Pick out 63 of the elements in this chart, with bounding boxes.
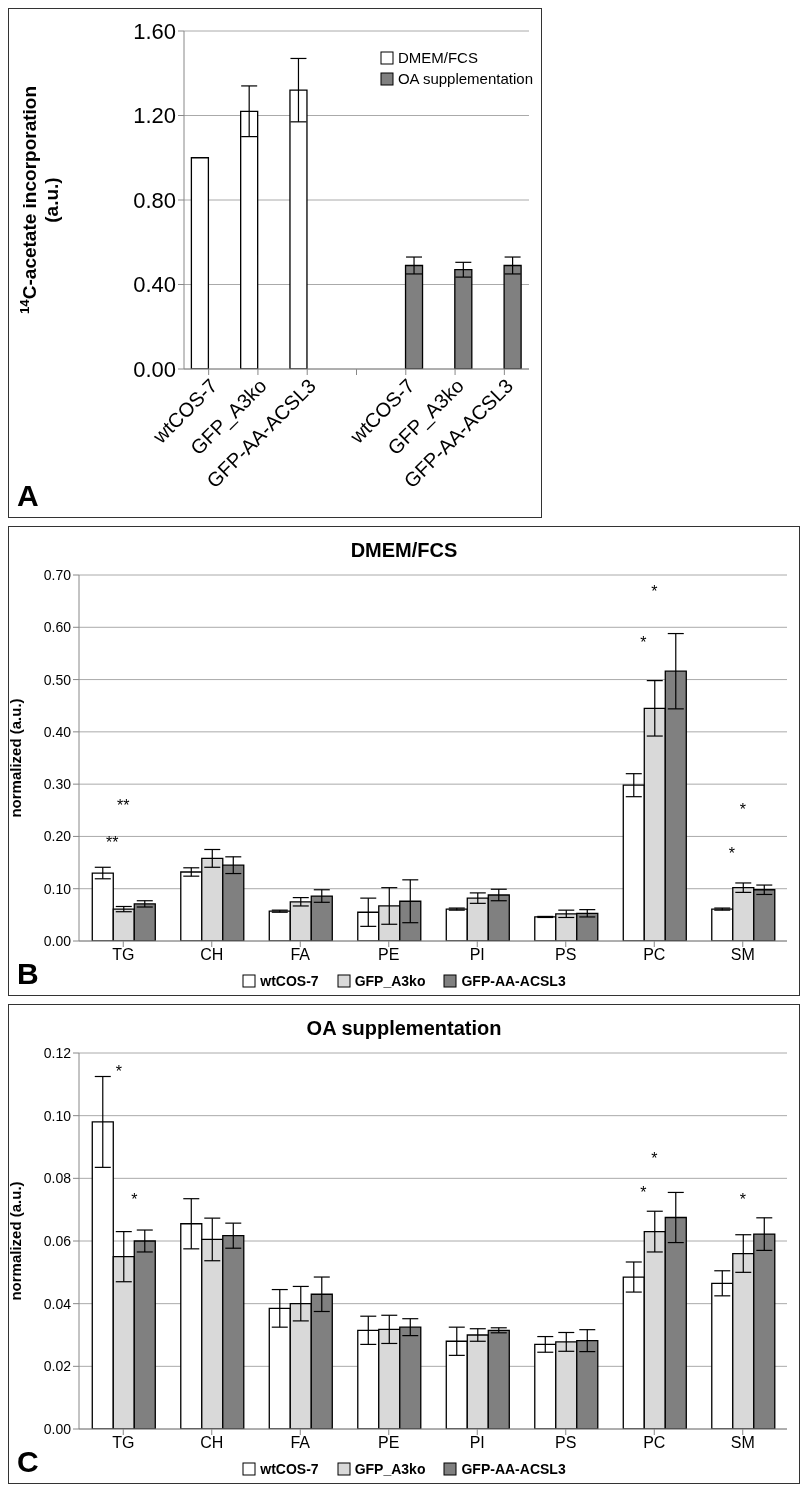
x-tick-label: PE [378, 1434, 400, 1452]
annotation: * [640, 1183, 647, 1201]
y-tick-label: 0.40 [133, 272, 176, 298]
y-tick-label: 0.00 [43, 1420, 72, 1437]
legend-label: wtCOS-7 [260, 1461, 319, 1477]
y-tick-label: 0.00 [133, 356, 176, 382]
bar [190, 157, 210, 369]
annotation: * [131, 1191, 138, 1209]
y-tick-label: 0.08 [43, 1170, 72, 1187]
x-tick-label: TG [112, 1434, 135, 1452]
text: C [17, 1445, 39, 1479]
legend-label: DMEM/FCS [397, 49, 478, 66]
annotation: * [728, 844, 735, 862]
x-tick-label: PE [378, 946, 400, 964]
annotation: * [115, 1063, 122, 1081]
legend-label: GFP-AA-ACSL3 [461, 1461, 566, 1477]
y-tick-label: 0.10 [43, 880, 72, 897]
chart-title: DMEM/FCS [349, 538, 459, 563]
x-tick-label: PI [469, 946, 485, 964]
x-tick-label: FA [290, 946, 311, 964]
y-axis-title: normalized (a.u.) [7, 698, 24, 818]
x-tick-label: SM [730, 1434, 755, 1452]
legend-label: GFP_A3ko [354, 973, 426, 989]
x-tick-label: FA [290, 1434, 311, 1452]
y-tick-label: 1.20 [133, 103, 176, 129]
x-tick-label: CH [200, 1434, 224, 1452]
x-tick-label: PS [555, 1434, 577, 1452]
annotation: * [739, 800, 746, 818]
x-tick-label: PI [469, 1434, 485, 1452]
x-tick-label: SM [730, 946, 755, 964]
y-tick-label: 0.06 [43, 1232, 72, 1249]
y-tick-label: 0.30 [43, 776, 72, 793]
y-tick-label: 0.00 [43, 932, 72, 949]
chart-title: OA supplementation [305, 1016, 503, 1041]
legend-label: wtCOS-7 [260, 973, 319, 989]
annotation: * [640, 634, 647, 652]
y-tick-label: 0.02 [43, 1358, 72, 1375]
x-tick-label: PC [643, 946, 666, 964]
y-tick-label: 0.60 [43, 619, 72, 636]
x-tick-label: TG [112, 946, 135, 964]
x-tick-label: PC [643, 1434, 666, 1452]
y-tick-label: 0.10 [43, 1107, 72, 1124]
annotation: ** [117, 797, 130, 815]
legend-label: OA supplementation [397, 70, 533, 87]
annotation: * [651, 583, 658, 601]
y-tick-label: 0.80 [133, 187, 176, 213]
legend-label: GFP_A3ko [354, 1461, 426, 1477]
y-axis-title: normalized (a.u.) [7, 1181, 24, 1301]
annotation: ** [106, 833, 119, 851]
y-tick-label: 0.70 [43, 566, 72, 583]
y-tick-label: 0.40 [43, 723, 72, 740]
text: B [17, 957, 39, 991]
text: A [17, 479, 39, 513]
x-tick-label: CH [200, 946, 224, 964]
y-tick-label: 0.50 [43, 671, 72, 688]
y-tick-label: 0.04 [43, 1295, 72, 1312]
y-tick-label: 0.12 [43, 1044, 72, 1061]
annotation: * [739, 1191, 746, 1209]
annotation: * [651, 1149, 658, 1167]
legend-label: GFP-AA-ACSL3 [461, 973, 566, 989]
y-tick-label: 1.60 [133, 18, 176, 44]
y-tick-label: 0.20 [43, 828, 72, 845]
x-tick-label: PS [555, 946, 577, 964]
